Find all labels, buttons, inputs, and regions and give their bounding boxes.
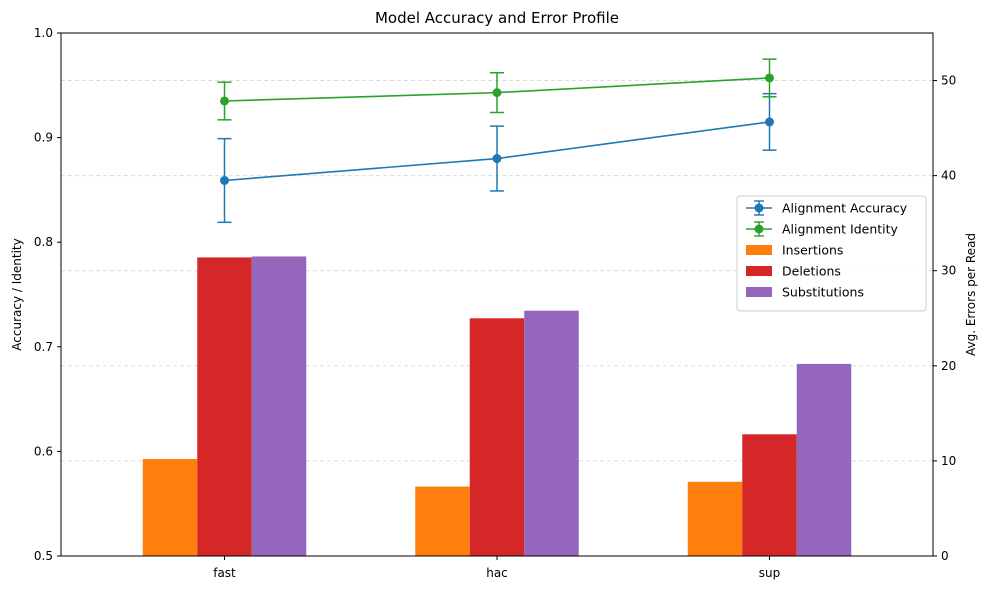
bar-deletions <box>742 434 797 556</box>
chart-title: Model Accuracy and Error Profile <box>375 9 619 27</box>
data-point <box>765 117 774 127</box>
legend-label: Alignment Accuracy <box>782 201 908 216</box>
left-tick-label: 0.6 <box>34 444 53 458</box>
right-tick-label: 30 <box>941 264 956 278</box>
left-tick-label: 0.7 <box>34 340 53 354</box>
bar-deletions <box>469 318 525 556</box>
right-tick-label: 20 <box>941 359 956 373</box>
legend-bar-swatch <box>746 266 772 276</box>
bar-substitutions <box>524 310 579 556</box>
right-tick-label: 0 <box>941 549 949 563</box>
x-tick-label: hac <box>486 566 508 580</box>
right-axis-label: Avg. Errors per Read <box>964 233 978 356</box>
right-tick-label: 10 <box>941 454 956 468</box>
legend-marker <box>754 224 764 234</box>
x-axis-ticks: fast hac sup <box>213 556 780 580</box>
line-series <box>217 58 777 224</box>
left-axis-ticks: 0.5 0.6 0.7 0.8 0.9 1.0 <box>34 26 61 563</box>
left-tick-label: 1.0 <box>34 26 53 40</box>
legend: Alignment Accuracy Alignment Identity Inse… <box>736 195 927 312</box>
legend-box <box>736 195 927 312</box>
data-point <box>220 96 229 106</box>
legend-label: Deletions <box>782 264 841 279</box>
x-tick-label: fast <box>213 566 236 580</box>
bar-insertions <box>687 481 743 556</box>
right-tick-label: 40 <box>941 169 956 183</box>
legend-label: Substitutions <box>782 285 864 300</box>
legend-bar-swatch <box>746 245 772 255</box>
left-tick-label: 0.8 <box>34 235 53 249</box>
data-point <box>492 88 502 98</box>
legend-bar-swatch <box>746 287 772 297</box>
bars <box>142 256 852 556</box>
left-tick-label: 0.5 <box>34 549 53 563</box>
left-axis-label: Accuracy / Identity <box>10 238 24 350</box>
data-point <box>765 73 774 83</box>
right-axis-ticks: 0 10 20 30 40 50 <box>933 74 956 563</box>
bar-substitutions <box>796 363 852 556</box>
x-tick-label: sup <box>759 566 780 580</box>
legend-label: Alignment Identity <box>782 222 899 237</box>
bar-insertions <box>142 459 198 556</box>
bar-substitutions <box>251 256 307 556</box>
data-point <box>492 154 502 164</box>
legend-marker <box>754 203 764 213</box>
data-point <box>220 175 229 185</box>
left-tick-label: 0.9 <box>34 131 53 145</box>
bar-deletions <box>197 257 252 556</box>
bar-insertions <box>415 486 470 556</box>
legend-label: Insertions <box>782 243 843 258</box>
right-tick-label: 50 <box>941 74 956 88</box>
